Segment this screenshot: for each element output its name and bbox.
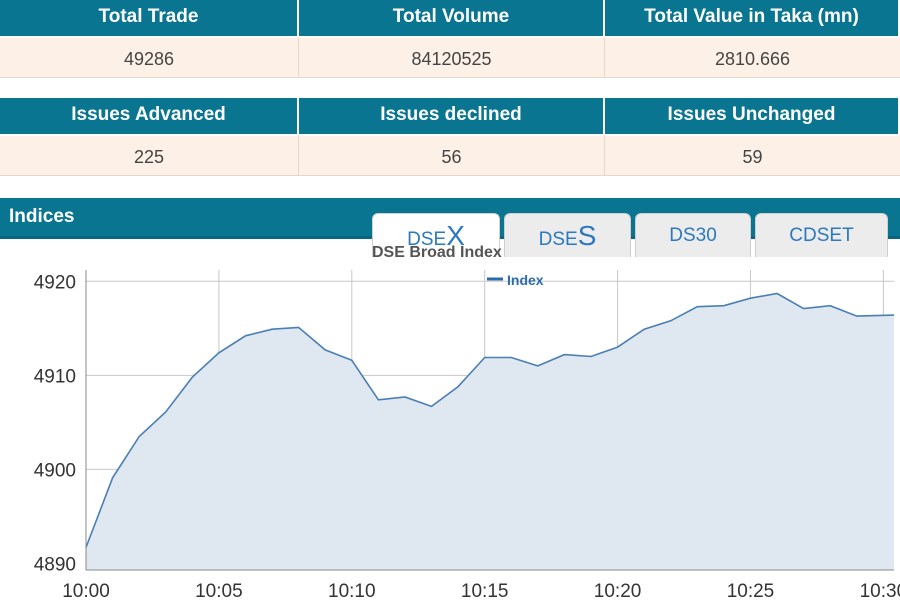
x-tick-label: 10:30 [860, 581, 900, 600]
chart-title: DSE Broad Index [372, 244, 502, 261]
header-total-trade: Total Trade [0, 0, 299, 36]
y-tick-label: 4910 [34, 366, 76, 387]
index-area [86, 293, 894, 570]
value-total-value: 2810.666 [605, 36, 900, 78]
y-tick-label: 4920 [34, 272, 76, 293]
summary-table: Total Trade Total Volume Total Value in … [0, 0, 900, 78]
value-issues-unchanged: 59 [605, 134, 900, 176]
header-issues-declined: Issues declined [299, 98, 605, 134]
chart-axes: 4920 4910 4900 4890 10:00 10:05 10:10 10:15 10:2… [34, 270, 900, 600]
x-tick-label: 10:05 [195, 581, 243, 600]
tab-dsex-prefix: DSE [407, 229, 447, 250]
chart-legend: Index [487, 272, 544, 288]
value-total-volume: 84120525 [299, 36, 605, 78]
tab-ds30-label: DS30 [669, 225, 717, 246]
header-total-value: Total Value in Taka (mn) [605, 0, 900, 36]
x-tick-label: 10:10 [328, 581, 376, 600]
tab-cdset-label: CDSET [789, 225, 854, 246]
value-total-trade: 49286 [0, 36, 299, 78]
header-issues-unchanged: Issues Unchanged [605, 98, 900, 134]
value-issues-advanced: 225 [0, 134, 299, 176]
index-line [85, 292, 895, 548]
x-tick-label: 10:00 [62, 581, 110, 600]
tab-dses-suffix: S [577, 220, 597, 251]
value-issues-declined: 56 [299, 134, 605, 176]
header-total-volume: Total Volume [299, 0, 605, 36]
issues-table: Issues Advanced Issues declined Issues U… [0, 98, 900, 176]
x-tick-label: 10:25 [727, 581, 775, 600]
legend-label: Index [507, 272, 544, 288]
x-tick-label: 10:20 [594, 581, 642, 600]
indices-title: Indices [9, 206, 75, 227]
y-tick-label: 4890 [34, 554, 76, 575]
y-tick-label: 4900 [34, 460, 76, 481]
x-tick-label: 10:15 [461, 581, 509, 600]
tab-dsex-suffix: X [446, 220, 465, 251]
tab-cdset[interactable]: CDSET [755, 213, 888, 257]
tab-dsex[interactable]: DSEX [372, 213, 500, 257]
header-issues-advanced: Issues Advanced [0, 98, 299, 134]
tab-dses-prefix: DSE [538, 229, 578, 250]
tab-dses[interactable]: DSES [504, 213, 631, 257]
tab-ds30[interactable]: DS30 [635, 213, 751, 257]
